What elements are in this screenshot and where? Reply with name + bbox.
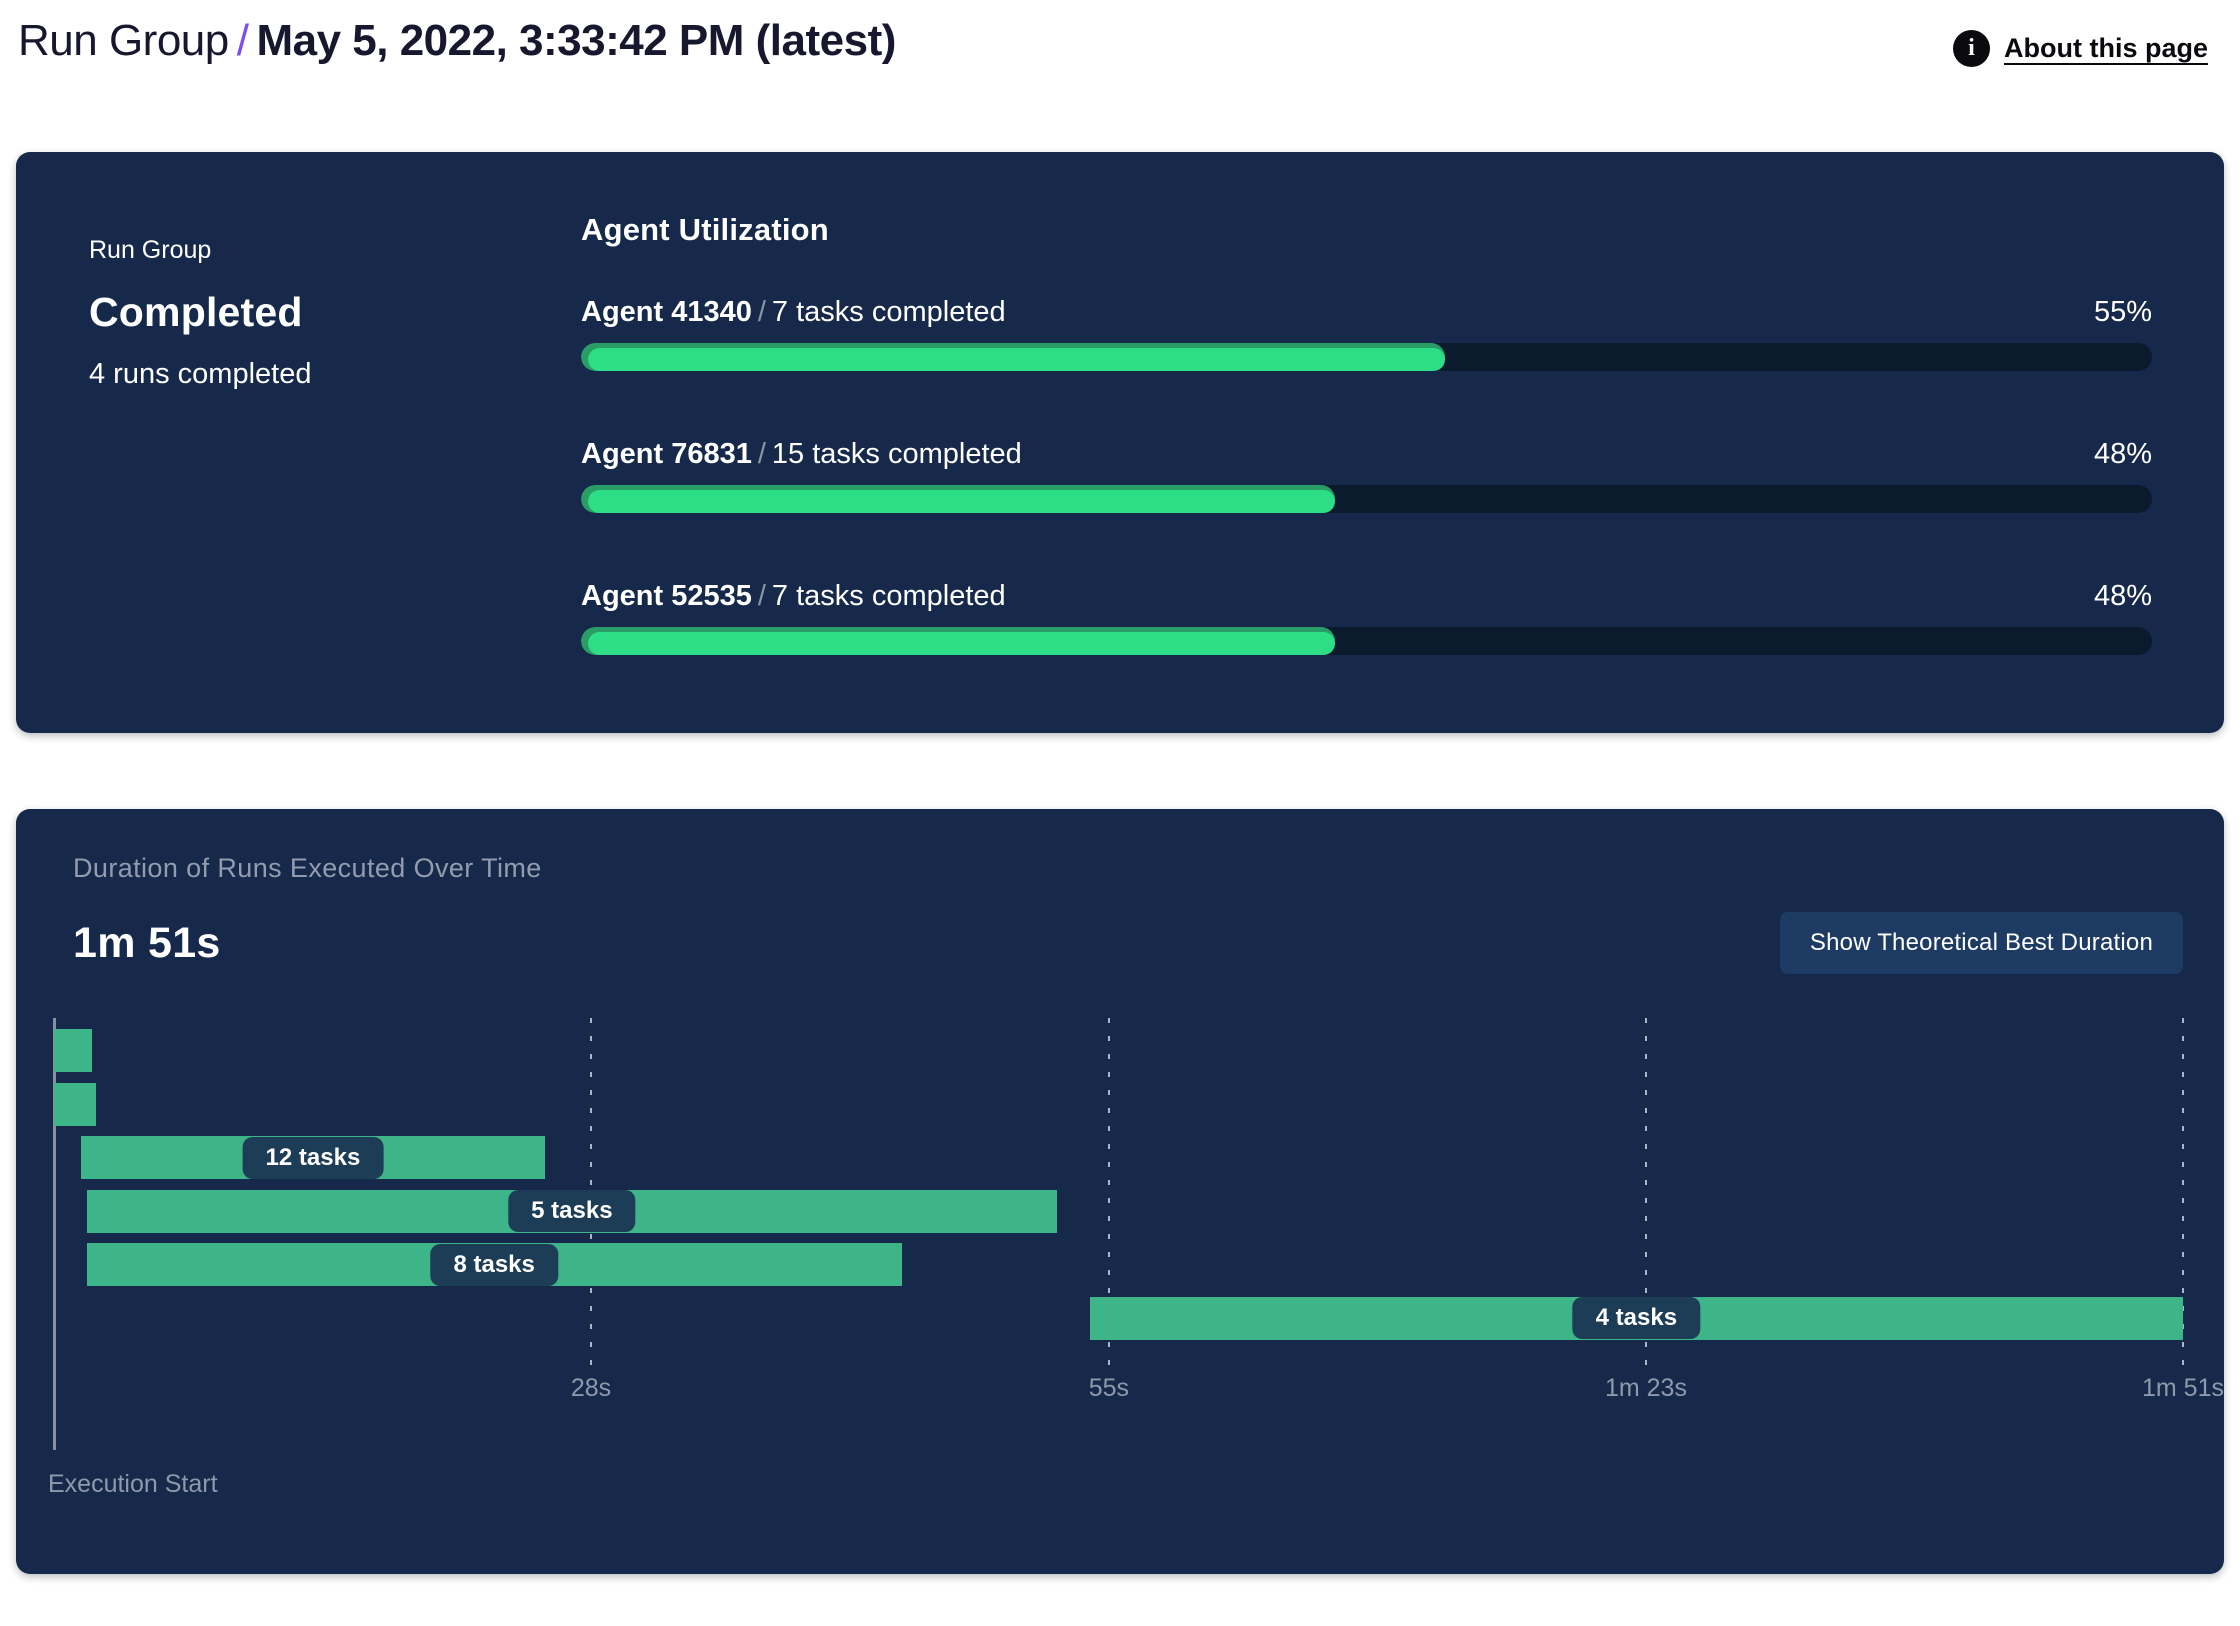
- duration-chart-title: Duration of Runs Executed Over Time: [73, 853, 542, 883]
- agent-row: Agent 41340/7 tasks completed 55%: [581, 296, 2152, 371]
- run-duration-bar[interactable]: 8 tasks: [86, 1243, 902, 1286]
- total-duration-value: 1m 51s: [73, 918, 221, 967]
- run-duration-bar[interactable]: 12 tasks: [80, 1136, 545, 1179]
- duration-gantt-chart: Execution Start 28s 55s 1m 23s 1m 51s 12 tas…: [48, 1012, 2224, 1512]
- breadcrumb: Run Group / May 5, 2022, 3:33:42 PM (lates…: [18, 12, 896, 69]
- agent-utilization-percent: 55%: [2093, 296, 2152, 328]
- agent-tasks-completed: 15 tasks completed: [771, 438, 1022, 470]
- agent-utilization-bar-fill-inner: [588, 632, 1336, 655]
- breadcrumb-separator: /: [236, 16, 249, 65]
- run-duration-bar[interactable]: 4 tasks: [1089, 1296, 2183, 1340]
- agent-label: Agent 41340/7 tasks completed: [581, 296, 1006, 329]
- agent-utilization-percent: 48%: [2093, 580, 2152, 612]
- page-header: Run Group / May 5, 2022, 3:33:42 PM (lates…: [0, 0, 2240, 86]
- agent-utilization-bar-track: [581, 343, 2152, 371]
- gridline: [1107, 1018, 1110, 1368]
- run-duration-bar[interactable]: [54, 1029, 93, 1072]
- agent-utilization-bar-track: [581, 627, 2152, 655]
- agent-utilization-bar-fill: [581, 485, 1336, 513]
- run-group-panel: Run Group Completed 4 runs completed Age…: [16, 152, 2224, 733]
- agent-utilization-bar-fill-inner: [588, 490, 1336, 513]
- agent-utilization-title: Agent Utilization: [581, 212, 829, 247]
- agent-utilization-bar-fill: [581, 627, 1336, 655]
- time-tick-label: 55s: [1088, 1374, 1130, 1402]
- agent-separator: /: [757, 438, 766, 470]
- agent-utilization-rows: Agent 41340/7 tasks completed 55% Agent 76…: [581, 296, 2152, 655]
- execution-start-axis: [53, 1018, 56, 1450]
- run-duration-bar[interactable]: [54, 1082, 97, 1126]
- agent-label: Agent 52535/7 tasks completed: [581, 580, 1006, 613]
- execution-start-label: Execution Start: [48, 1470, 218, 1498]
- time-tick-label: 28s: [570, 1374, 612, 1402]
- task-count-pill: 12 tasks: [242, 1136, 384, 1179]
- page-title: May 5, 2022, 3:33:42 PM (latest): [256, 16, 896, 65]
- run-group-label: Run Group: [89, 236, 212, 264]
- gridline: [1644, 1018, 1647, 1368]
- time-tick-label: 1m 51s: [2142, 1374, 2224, 1402]
- agent-name: Agent 52535: [581, 580, 752, 612]
- runs-completed-count: 4 runs completed: [89, 358, 312, 390]
- agent-separator: /: [757, 296, 766, 328]
- agent-row: Agent 52535/7 tasks completed 48%: [581, 580, 2152, 655]
- agent-name: Agent 76831: [581, 438, 752, 470]
- about-this-page-link[interactable]: About this page: [2004, 33, 2208, 63]
- breadcrumb-run-group[interactable]: Run Group: [18, 16, 229, 65]
- gridline: [2182, 1018, 2184, 1368]
- agent-label: Agent 76831/15 tasks completed: [581, 438, 1022, 471]
- agent-name: Agent 41340: [581, 296, 752, 328]
- run-group-summary: Run Group Completed 4 runs completed: [16, 152, 581, 733]
- task-count-pill: 5 tasks: [508, 1190, 636, 1232]
- agent-tasks-completed: 7 tasks completed: [771, 580, 1006, 612]
- task-count-pill: 8 tasks: [430, 1243, 558, 1286]
- agent-separator: /: [757, 580, 766, 612]
- run-duration-bar[interactable]: 5 tasks: [86, 1189, 1058, 1233]
- info-icon: i: [1953, 30, 1990, 67]
- agent-tasks-completed: 7 tasks completed: [771, 296, 1006, 328]
- agent-utilization-percent: 48%: [2093, 438, 2152, 470]
- agent-utilization-bar-track: [581, 485, 2152, 513]
- agent-utilization-bar-fill-inner: [588, 348, 1446, 371]
- agent-utilization-section: Agent Utilization Agent 41340/7 tasks co…: [581, 152, 2224, 733]
- duration-panel: Duration of Runs Executed Over Time 1m 5…: [16, 809, 2224, 1574]
- agent-row: Agent 76831/15 tasks completed 48%: [581, 438, 2152, 513]
- about-this-page[interactable]: i About this page: [1953, 30, 2208, 67]
- agent-utilization-bar-fill: [581, 343, 1446, 371]
- run-group-status: Completed: [89, 289, 303, 335]
- time-tick-label: 1m 23s: [1604, 1374, 1687, 1402]
- show-theoretical-best-duration-button[interactable]: Show Theoretical Best Duration: [1779, 912, 2183, 974]
- task-count-pill: 4 tasks: [1572, 1297, 1701, 1339]
